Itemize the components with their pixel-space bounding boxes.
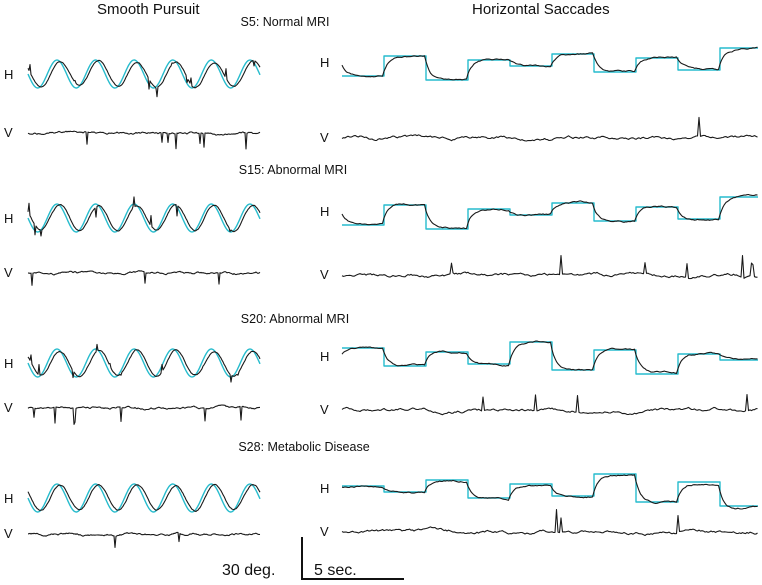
saccade-target-trace xyxy=(342,341,758,375)
pursuit-eye-h-trace xyxy=(27,343,261,383)
pursuit-target-trace xyxy=(27,348,261,378)
channel-label-horizontal: H xyxy=(320,349,329,364)
subject-label: S20: Abnormal MRI xyxy=(241,312,349,326)
saccade-eye-v-trace xyxy=(341,509,758,537)
saccade-eye-v-trace xyxy=(341,255,758,280)
pursuit-eye-v-trace xyxy=(27,404,260,425)
saccade-target-trace xyxy=(342,473,758,507)
subject-label: S5: Normal MRI xyxy=(241,15,330,29)
channel-label-horizontal: H xyxy=(4,67,13,82)
subject-panel: S20: Abnormal MRI H V H V xyxy=(4,312,758,425)
channel-label-vertical: V xyxy=(320,130,329,145)
channel-label-vertical: V xyxy=(4,400,13,415)
pursuit-eye-h-trace xyxy=(27,196,261,237)
subject-panel: S5: Normal MRI H V H V xyxy=(4,15,758,150)
pursuit-target-trace xyxy=(27,203,261,233)
channel-label-vertical: V xyxy=(4,125,13,140)
column-title-pursuit: Smooth Pursuit xyxy=(97,1,200,18)
channel-label-vertical: V xyxy=(320,267,329,282)
saccade-target-trace xyxy=(342,47,758,81)
saccade-eye-h-trace xyxy=(341,46,758,81)
subject-label: S28: Metabolic Disease xyxy=(238,440,369,454)
subject-panel: S15: Abnormal MRI H V H V xyxy=(4,163,758,286)
channel-label-horizontal: H xyxy=(4,211,13,226)
channel-label-vertical: V xyxy=(320,524,329,539)
scale-bar: 30 deg. 5 sec. xyxy=(222,537,404,580)
saccade-eye-v-trace xyxy=(341,394,758,416)
subject-label: S15: Abnormal MRI xyxy=(239,163,347,177)
pursuit-eye-h-trace xyxy=(27,59,261,98)
channel-label-horizontal: H xyxy=(320,55,329,70)
channel-label-vertical: V xyxy=(4,526,13,541)
saccade-target-trace xyxy=(342,196,758,230)
channel-label-vertical: V xyxy=(4,265,13,280)
channel-label-horizontal: H xyxy=(4,356,13,371)
channel-label-horizontal: H xyxy=(320,204,329,219)
pursuit-eye-h-trace xyxy=(27,483,261,512)
subject-panel: S28: Metabolic Disease H V H V xyxy=(4,440,758,548)
column-title-saccades: Horizontal Saccades xyxy=(472,1,610,18)
pursuit-target-trace xyxy=(27,59,261,89)
saccade-eye-v-trace xyxy=(341,116,758,142)
pursuit-eye-v-trace xyxy=(28,531,261,548)
pursuit-eye-v-trace xyxy=(27,130,261,150)
scale-bar-amplitude-label: 30 deg. xyxy=(222,562,275,579)
channel-label-vertical: V xyxy=(320,402,329,417)
saccade-eye-h-trace xyxy=(341,340,758,374)
pursuit-eye-v-trace xyxy=(27,270,261,286)
scale-bar-time-label: 5 sec. xyxy=(314,562,357,579)
pursuit-target-trace xyxy=(27,483,261,513)
saccade-eye-h-trace xyxy=(341,474,758,510)
channel-label-horizontal: H xyxy=(4,491,13,506)
saccade-eye-h-trace xyxy=(341,193,758,230)
channel-label-horizontal: H xyxy=(320,481,329,496)
